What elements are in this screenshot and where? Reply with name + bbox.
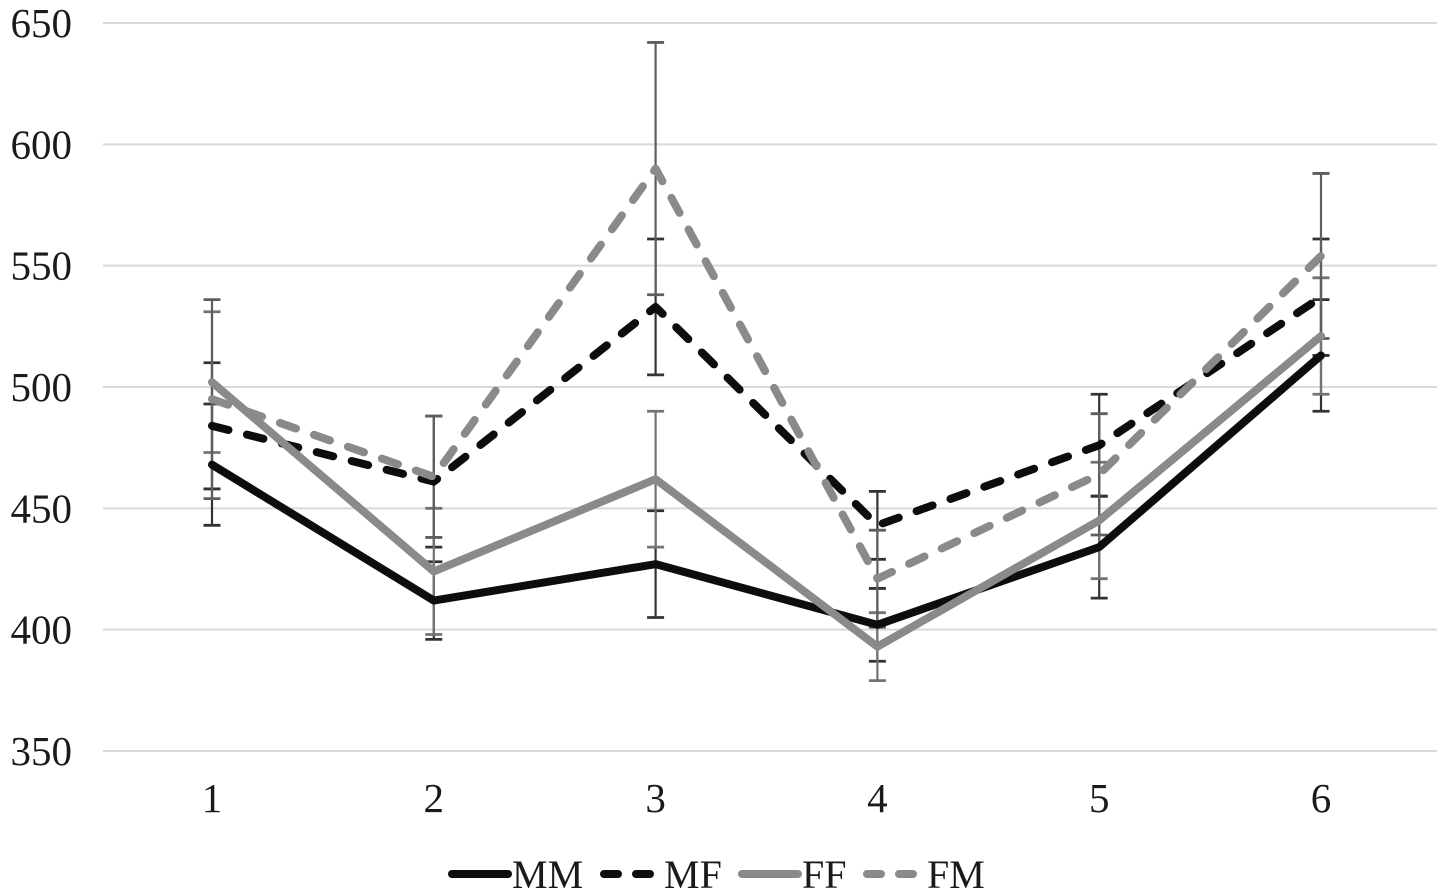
legend-label-FM: FM — [927, 852, 985, 892]
series-line-MF — [208, 293, 1325, 530]
legend-item-FF: FF — [738, 852, 847, 892]
legend-item-MM: MM — [448, 852, 583, 892]
x-axis-tick-label: 4 — [867, 775, 888, 821]
legend: MM MF FF FM — [448, 852, 985, 892]
x-axis-tick-label: 5 — [1089, 775, 1110, 821]
series-line-FM — [208, 164, 1325, 583]
legend-item-FM: FM — [863, 852, 985, 892]
x-axis-tick-label: 6 — [1311, 775, 1332, 821]
series-line-MM — [208, 351, 1325, 629]
x-axis-tick-label: 3 — [645, 775, 666, 821]
y-axis-tick-label: 400 — [11, 607, 73, 653]
y-axis-tick-label: 350 — [11, 728, 73, 774]
y-axis-tick-label: 500 — [11, 364, 73, 410]
series-line-FF — [208, 332, 1325, 651]
y-axis-tick-labels: 350 400 450 500 550 600 650 — [11, 0, 73, 774]
y-axis-tick-label: 450 — [11, 485, 73, 531]
y-axis-tick-label: 550 — [11, 243, 73, 289]
legend-label-MF: MF — [664, 852, 722, 892]
error-bars — [203, 41, 1330, 683]
y-axis-tick-label: 650 — [11, 0, 73, 46]
legend-item-MF: MF — [600, 852, 722, 892]
legend-label-FF: FF — [802, 852, 847, 892]
y-axis-tick-label: 600 — [11, 121, 73, 167]
x-axis-tick-label: 2 — [424, 775, 445, 821]
gridlines — [103, 22, 1437, 752]
error-bar-FM-x5 — [1090, 412, 1108, 537]
legend-label-MM: MM — [512, 852, 583, 892]
series-lines — [208, 164, 1325, 651]
x-axis-tick-labels: 1 2 3 4 5 6 — [202, 775, 1332, 821]
x-axis-tick-label: 1 — [202, 775, 223, 821]
